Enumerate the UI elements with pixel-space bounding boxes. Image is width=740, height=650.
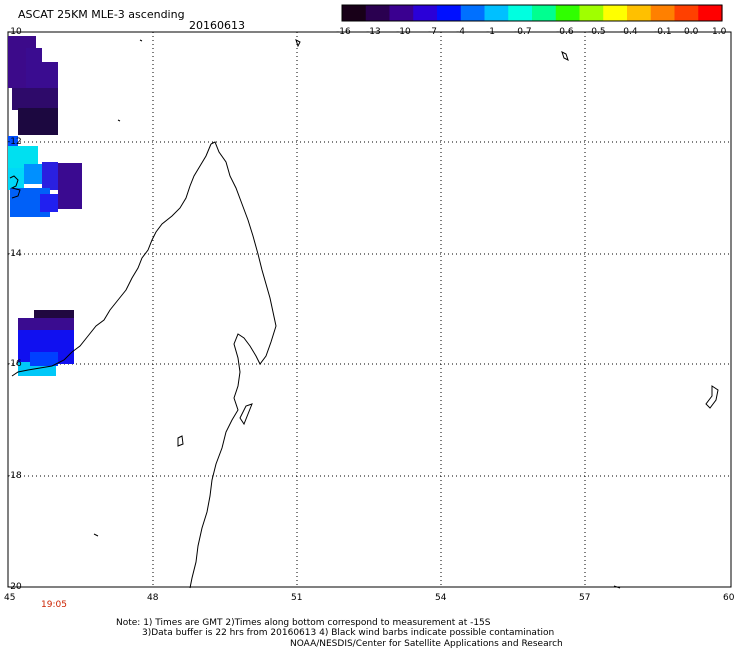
lon-label: 57 (579, 593, 591, 603)
colorbar-swatch (484, 5, 509, 21)
colorbar-label: -16 (336, 27, 351, 37)
lat-label: -12 (7, 137, 22, 147)
lat-label: -16 (7, 359, 22, 369)
lon-label: 45 (4, 593, 16, 603)
lon-label: 60 (723, 593, 735, 603)
colorbar-label: -4 (456, 27, 465, 37)
colorbar-label: 1.0 (712, 27, 727, 37)
colorbar-label: -0.4 (620, 27, 638, 37)
colorbar (341, 4, 723, 22)
data-swath-lower (18, 310, 74, 376)
lat-label: -10 (7, 27, 22, 37)
colorbar-swatch (650, 5, 676, 21)
colorbar-swatch (532, 5, 557, 21)
note-line-1: Note: 1) Times are GMT 2)Times along bot… (116, 618, 491, 628)
colorbar-swatch (627, 5, 652, 21)
colorbar-swatch (579, 5, 604, 21)
colorbar-label: -0.7 (514, 27, 532, 37)
colorbar-swatch (342, 5, 367, 21)
coastline (9, 39, 719, 589)
lon-label: 48 (147, 593, 159, 603)
lon-label: 51 (291, 593, 303, 603)
colorbar-label: -0.6 (556, 27, 574, 37)
colorbar-swatch (555, 5, 581, 21)
map-title: ASCAT 25KM MLE-3 ascending (18, 8, 185, 21)
colorbar-label: -13 (366, 27, 381, 37)
map-frame (7, 31, 732, 588)
note-line-3: NOAA/NESDIS/Center for Satellite Applica… (290, 639, 563, 649)
colorbar-swatch (460, 5, 486, 21)
colorbar-label: -1 (486, 27, 495, 37)
pass-time: 19:05 (41, 600, 67, 610)
colorbar-swatch (674, 5, 699, 21)
data-swath-upper (8, 36, 58, 135)
map-date: 20160613 (189, 19, 245, 32)
lat-label: -18 (7, 471, 22, 481)
lon-label: 54 (435, 593, 447, 603)
colorbar-frame (341, 4, 723, 22)
lat-label: -20 (7, 582, 22, 592)
data-swath-middle (8, 136, 82, 217)
colorbar-swatch (389, 5, 414, 21)
colorbar-swatch (698, 5, 723, 21)
colorbar-swatch (603, 5, 628, 21)
colorbar-label: -0.5 (588, 27, 606, 37)
colorbar-swatch (437, 5, 462, 21)
colorbar-label: 0.0 (684, 27, 699, 37)
colorbar-swatch (365, 5, 391, 21)
lat-label: -14 (7, 249, 22, 259)
colorbar-label: -0.1 (654, 27, 672, 37)
grid-lines (8, 32, 731, 587)
note-line-2: 3)Data buffer is 22 hrs from 20160613 4)… (142, 628, 555, 638)
colorbar-swatch (413, 5, 438, 21)
colorbar-label: -7 (428, 27, 437, 37)
colorbar-swatch (508, 5, 533, 21)
colorbar-label: -10 (396, 27, 411, 37)
